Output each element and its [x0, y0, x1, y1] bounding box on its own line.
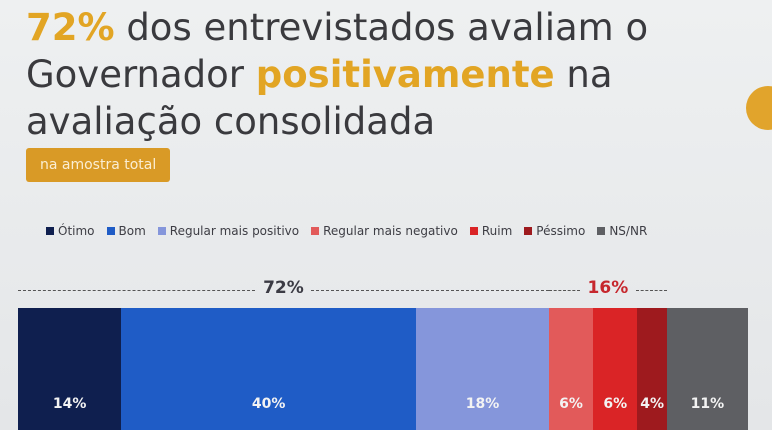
legend-label: Bom: [118, 224, 146, 238]
bar-value-label-regular-positivo: 18%: [465, 396, 500, 412]
headline: 72% dos entrevistados avaliam o Governad…: [26, 4, 726, 145]
legend-label: Regular mais positivo: [169, 224, 300, 238]
legend-item-regular-positivo: Regular mais positivo: [157, 224, 300, 238]
legend-label: Péssimo: [536, 224, 586, 238]
bar-segment-nsnr: [666, 308, 749, 430]
legend-item-regular-negativo: Regular mais negativo: [311, 224, 458, 238]
bar-value-label-ruim: 6%: [603, 396, 628, 412]
group-line: [18, 290, 256, 291]
bar-segment-otimo: [18, 308, 122, 430]
legend-item-ruim: Ruim: [469, 224, 513, 238]
legend-label: Regular mais negativo: [323, 224, 458, 238]
bar-segment-ruim: [593, 308, 638, 430]
headline-highlight: positivamente: [255, 53, 555, 96]
bar-value-label-otimo: 14%: [52, 396, 87, 412]
bar-segment-regular-negativo: [548, 308, 594, 430]
bar-value-label-bom: 40%: [251, 396, 286, 412]
sample-badge: na amostra total: [26, 148, 171, 182]
legend-item-bom: Bom: [106, 224, 146, 238]
group-line: [548, 290, 580, 291]
bar-value-label-pessimo: 4%: [640, 396, 665, 412]
group-total-label: 16%: [587, 278, 629, 298]
bar-segment-pessimo: [637, 308, 668, 430]
bar-segment-bom: [121, 308, 417, 430]
bar-value-label-regular-negativo: 6%: [559, 396, 583, 412]
legend-swatch: [46, 227, 54, 235]
headline-percentage: 72%: [26, 6, 115, 49]
legend-swatch: [597, 227, 606, 235]
headline-text-1: dos entrevistados avaliam o Governador: [26, 6, 649, 96]
chart-legend: Ótimo Bom Regular mais positivo Regular mai…: [46, 224, 766, 238]
legend-item-pessimo: Péssimo: [524, 224, 585, 238]
legend-swatch: [311, 227, 320, 235]
headline-text-2: na avaliação consolidada: [26, 53, 613, 143]
legend-label: Ótimo: [58, 224, 95, 238]
legend-swatch: [469, 227, 478, 235]
group-line: [635, 290, 667, 291]
legend-swatch: [106, 227, 115, 235]
legend-item-nsnr: NS/NR: [597, 224, 647, 238]
legend-label: NS/NR: [609, 224, 648, 238]
legend-item-otimo: Ótimo: [46, 224, 95, 238]
group-line: [311, 290, 549, 291]
legend-swatch: [524, 227, 533, 235]
group-total-label: 72%: [263, 278, 304, 298]
bar-segment-regular-positivo: [416, 308, 550, 430]
legend-swatch: [157, 227, 166, 235]
legend-label: Ruim: [481, 224, 513, 238]
bar-value-label-nsnr: 11%: [690, 396, 725, 412]
